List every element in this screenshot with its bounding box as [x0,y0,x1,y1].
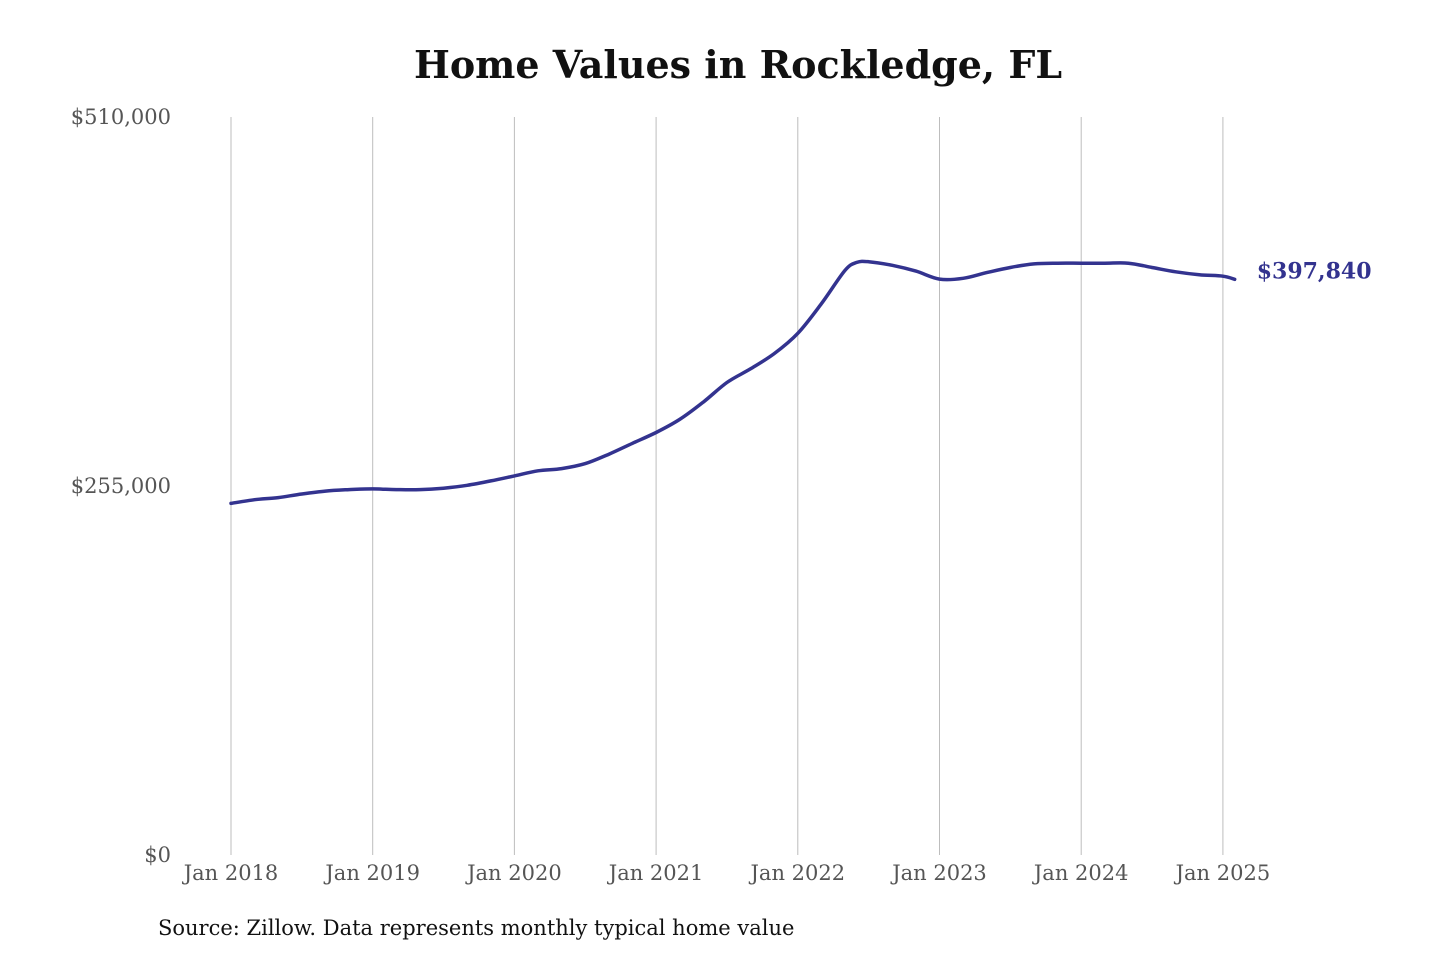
data-point [1103,262,1106,265]
data-point [371,487,374,490]
data-point [1233,278,1236,281]
x-tick-label: Jan 2019 [323,861,420,885]
data-point [1151,266,1154,269]
data-point [725,381,728,384]
x-tick-label: Jan 2025 [1174,861,1271,885]
y-tick-label: $255,000 [71,474,171,498]
data-point [914,270,917,273]
data-point [962,277,965,280]
series-line [229,259,1237,506]
data-point [442,487,445,490]
data-point [985,271,988,274]
data-point [631,442,634,445]
data-point [324,490,327,493]
data-point [560,467,563,470]
y-axis-ticks: $0 $255,000 $510,000 [71,105,171,867]
data-point [395,488,398,491]
data-point [938,278,941,281]
x-tick-label: Jan 2023 [890,861,987,885]
data-point [466,484,469,487]
y-tick-label: $510,000 [71,105,171,129]
data-point [537,469,540,472]
data-point [1127,262,1130,265]
data-point [1009,266,1012,269]
data-point [230,502,233,505]
x-tick-label: Jan 2021 [607,861,704,885]
data-point [702,401,705,404]
data-point [300,493,303,496]
data-point [678,418,681,421]
data-point [253,498,256,501]
data-point [749,367,752,370]
end-value-label: $397,840 [1257,258,1372,284]
data-point [1033,262,1036,265]
data-point [855,261,858,264]
data-point [844,269,847,272]
data-point [1221,275,1224,278]
x-tick-label: Jan 2020 [465,861,562,885]
end-label-layer: $397,840 [1257,258,1372,284]
data-point [489,479,492,482]
data-point [655,431,658,434]
data-point [867,260,870,263]
data-point [891,264,894,267]
data-point [1080,262,1083,265]
chart-source-note: Source: Zillow. Data represents monthly … [158,916,795,940]
x-tick-label: Jan 2022 [749,861,846,885]
data-point [277,496,280,499]
data-point [773,352,776,355]
data-point [418,488,421,491]
series-layer [229,259,1237,506]
x-axis-ticks: Jan 2018 Jan 2019 Jan 2020 Jan 2021 Jan 2022… [182,861,1270,885]
data-point [348,488,351,491]
chart-title: Home Values in Rockledge, FL [413,42,1063,87]
y-tick-label: $0 [144,843,171,867]
grid-lines [230,117,1224,855]
data-point [1174,270,1177,273]
data-point [584,462,587,465]
data-point [796,332,799,335]
x-tick-label: Jan 2024 [1032,861,1129,885]
data-point [513,474,516,477]
data-point [1056,262,1059,265]
data-point [1198,273,1201,276]
x-tick-label: Jan 2018 [182,861,279,885]
data-point [820,302,823,305]
data-point [607,453,610,456]
